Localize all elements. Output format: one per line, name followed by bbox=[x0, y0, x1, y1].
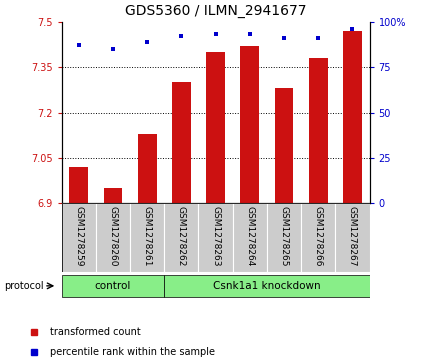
Bar bbox=[172, 82, 191, 203]
Point bbox=[178, 33, 185, 39]
Point bbox=[75, 42, 82, 48]
Text: GSM1278263: GSM1278263 bbox=[211, 206, 220, 266]
Bar bbox=[138, 134, 157, 203]
Bar bbox=[240, 46, 259, 203]
Text: GSM1278259: GSM1278259 bbox=[74, 206, 83, 266]
Bar bbox=[198, 203, 233, 272]
Text: control: control bbox=[95, 281, 131, 291]
Bar bbox=[103, 188, 122, 203]
Bar bbox=[164, 203, 198, 272]
Bar bbox=[164, 274, 370, 297]
Point bbox=[246, 32, 253, 37]
Bar bbox=[96, 203, 130, 272]
Text: GSM1278266: GSM1278266 bbox=[314, 206, 323, 266]
Point bbox=[212, 32, 219, 37]
Text: protocol: protocol bbox=[4, 281, 44, 291]
Text: GSM1278265: GSM1278265 bbox=[279, 206, 289, 266]
Bar bbox=[309, 58, 328, 203]
Bar bbox=[206, 52, 225, 203]
Bar bbox=[70, 167, 88, 203]
Title: GDS5360 / ILMN_2941677: GDS5360 / ILMN_2941677 bbox=[125, 4, 306, 18]
Bar bbox=[343, 31, 362, 203]
Text: transformed count: transformed count bbox=[50, 327, 141, 337]
Text: GSM1278264: GSM1278264 bbox=[246, 206, 254, 266]
Bar bbox=[62, 203, 96, 272]
Bar bbox=[233, 203, 267, 272]
Bar bbox=[335, 203, 370, 272]
Text: GSM1278260: GSM1278260 bbox=[108, 206, 117, 266]
Bar bbox=[130, 203, 164, 272]
Text: GSM1278261: GSM1278261 bbox=[143, 206, 152, 266]
Point bbox=[143, 39, 150, 45]
Bar bbox=[62, 274, 164, 297]
Text: GSM1278262: GSM1278262 bbox=[177, 206, 186, 266]
Text: GSM1278267: GSM1278267 bbox=[348, 206, 357, 266]
Point bbox=[110, 46, 117, 52]
Bar bbox=[275, 88, 293, 203]
Point bbox=[315, 35, 322, 41]
Text: percentile rank within the sample: percentile rank within the sample bbox=[50, 347, 215, 357]
Bar bbox=[267, 203, 301, 272]
Point bbox=[281, 35, 288, 41]
Point bbox=[349, 26, 356, 32]
Text: Csnk1a1 knockdown: Csnk1a1 knockdown bbox=[213, 281, 321, 291]
Bar bbox=[301, 203, 335, 272]
